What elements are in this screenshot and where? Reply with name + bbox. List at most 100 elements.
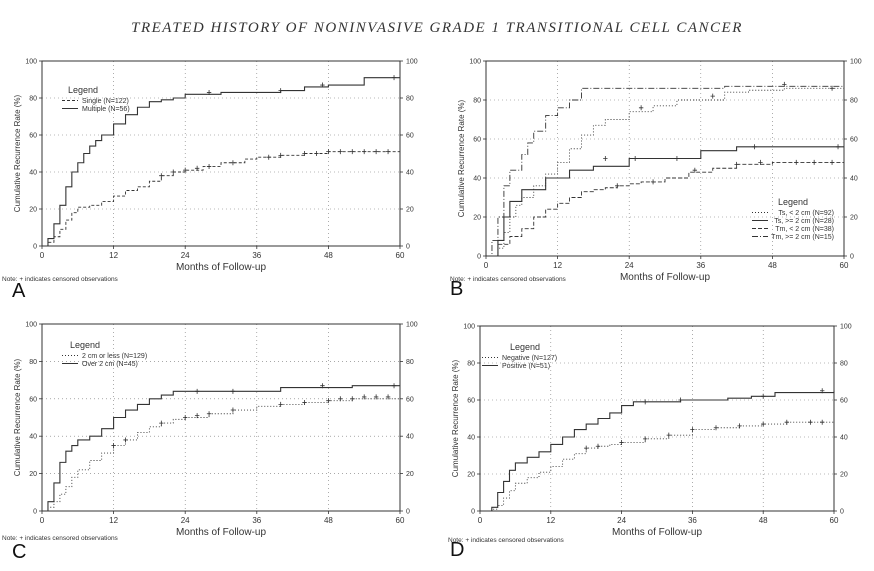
censor-mark-2-3 [320, 383, 325, 389]
censor-note: Note: + indicates censored observations [2, 276, 119, 283]
x-tick-label-36: 36 [696, 261, 705, 270]
legend-entry-1: Negative (N=127) [502, 355, 557, 362]
censor-mark-2-1 [603, 156, 608, 161]
censor-mark-3-2 [650, 179, 656, 185]
y-tick-label-right-0: 0 [406, 244, 410, 251]
y-tick-label-left-60: 60 [467, 398, 475, 405]
x-axis-label: Months of Follow-up [176, 262, 266, 273]
y-tick-label-left-40: 40 [29, 170, 37, 177]
censor-mark-2-3 [674, 156, 680, 161]
y-tick-label-left-100: 100 [469, 59, 481, 66]
censor-mark-1-10 [784, 419, 789, 425]
y-tick-label-right-0: 0 [850, 254, 854, 261]
censor-mark-1-3 [829, 85, 835, 91]
plot-frame [485, 60, 845, 257]
series-line-4 [486, 80, 845, 257]
y-tick-label-left-100: 100 [463, 324, 475, 331]
legend-title: Legend [68, 85, 98, 95]
censor-note: Note: + indicates censored observations [448, 537, 565, 544]
x-tick-label-60: 60 [840, 261, 849, 270]
censor-mark-1-5 [666, 432, 671, 438]
censor-mark-2-3 [320, 82, 325, 88]
y-tick-label-right-60: 60 [840, 398, 848, 405]
y-tick-label-right-80: 80 [406, 96, 414, 103]
y-tick-label-right-40: 40 [406, 434, 414, 441]
x-tick-label-48: 48 [759, 516, 768, 525]
censor-mark-2-2 [678, 397, 683, 403]
censor-mark-1-2 [595, 443, 601, 449]
figure-title: TREATED HISTORY OF NONINVASIVE GRADE 1 T… [131, 20, 743, 36]
legend-entry-1: Single (N=122) [82, 98, 129, 105]
censor-mark-3-5 [758, 159, 763, 165]
x-tick-label-48: 48 [324, 251, 333, 260]
legend-entry-2: Ts, >= 2 cm (N=28) [774, 218, 834, 225]
censor-mark-3-8 [829, 159, 835, 165]
x-tick-label-0: 0 [484, 261, 489, 270]
y-tick-label-right-0: 0 [406, 509, 410, 516]
x-tick-label-36: 36 [688, 516, 697, 525]
censor-mark-1-11 [326, 149, 331, 155]
y-tick-label-left-40: 40 [29, 434, 37, 441]
censor-mark-1-13 [350, 149, 355, 155]
plot-frame [41, 323, 401, 512]
y-tick-label-left-0: 0 [33, 244, 37, 251]
y-tick-label-right-60: 60 [406, 396, 414, 403]
censor-mark-1-1 [159, 173, 164, 179]
y-tick-label-left-0: 0 [477, 254, 481, 261]
censor-mark-2-3 [761, 393, 766, 399]
series-line-3 [486, 161, 844, 257]
x-axis-label: Months of Follow-up [612, 527, 702, 538]
y-tick-label-left-60: 60 [29, 133, 37, 140]
censor-mark-1-6 [230, 160, 236, 166]
y-tick-label-right-100: 100 [840, 324, 852, 331]
x-tick-label-12: 12 [553, 261, 562, 270]
censor-note: Note: + indicates censored observations [2, 535, 119, 542]
censor-mark-3-1 [615, 183, 620, 189]
y-tick-label-left-20: 20 [29, 207, 37, 214]
panel-c: 0 0 20 20 40 40 60 60 80 80 100 100 0 12 24 36 48 60 Month… [0, 318, 437, 571]
censor-mark-1-10 [326, 398, 331, 404]
y-axis-label: Cumulative Recurrence Rate (%) [13, 358, 22, 476]
censor-mark-1-4 [643, 436, 648, 442]
censor-mark-2-4 [391, 75, 397, 81]
censor-mark-1-1 [111, 443, 116, 449]
censor-mark-1-13 [362, 394, 367, 400]
y-tick-label-right-20: 20 [406, 207, 414, 214]
x-tick-label-24: 24 [181, 516, 190, 525]
censor-mark-1-2 [123, 437, 128, 443]
y-tick-label-left-80: 80 [467, 361, 475, 368]
panel-label: D [450, 539, 464, 561]
censor-mark-1-8 [278, 401, 283, 407]
censor-mark-1-9 [761, 421, 766, 427]
y-axis-label: Cumulative Recurrence Rate (%) [457, 99, 466, 217]
y-tick-label-right-60: 60 [406, 133, 414, 140]
y-tick-label-left-20: 20 [467, 472, 475, 479]
censor-mark-3-4 [734, 161, 739, 167]
censor-mark-2-4 [820, 388, 825, 394]
y-tick-label-right-60: 60 [850, 137, 858, 144]
x-tick-label-12: 12 [109, 516, 118, 525]
censor-mark-1-9 [302, 400, 307, 406]
legend-entry-1: 2 cm or less (N=129) [82, 353, 147, 360]
y-tick-label-right-100: 100 [850, 59, 862, 66]
censor-mark-1-1 [638, 105, 644, 111]
censor-mark-1-7 [713, 425, 719, 431]
x-tick-label-60: 60 [396, 516, 405, 525]
panel-d: 0 0 20 20 40 40 60 60 80 80 100 100 0 12 24 36 48 60 Month… [440, 320, 874, 571]
series-line-1 [480, 421, 834, 512]
x-axis-label: Months of Follow-up [620, 272, 710, 283]
censor-mark-1-5 [194, 413, 200, 419]
y-tick-label-left-40: 40 [467, 435, 475, 442]
censor-mark-1-4 [183, 415, 188, 420]
y-tick-label-right-100: 100 [406, 322, 418, 329]
y-axis-label: Cumulative Recurrence Rate (%) [451, 359, 460, 477]
panel-label: B [450, 278, 463, 300]
legend-title: Legend [70, 340, 100, 350]
y-tick-label-right-20: 20 [406, 471, 414, 478]
censor-mark-1-14 [362, 149, 367, 155]
panel-b: 0 0 20 20 40 40 60 60 80 80 100 100 0 12 24 36 48 60 Month… [444, 55, 874, 315]
legend-entry-2: Multiple (N=56) [82, 106, 130, 113]
